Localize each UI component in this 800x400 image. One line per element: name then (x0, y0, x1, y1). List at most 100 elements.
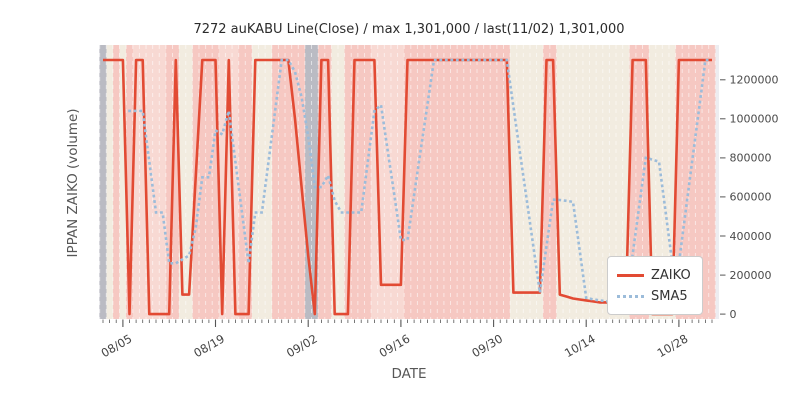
day-band (165, 45, 173, 319)
legend: ZAIKO SMA5 (607, 256, 703, 315)
day-band (576, 45, 583, 319)
y-tick-label: 0 (730, 308, 737, 321)
day-band (179, 45, 186, 319)
day-band (549, 45, 557, 319)
day-band (417, 45, 425, 319)
sma5-line (128, 58, 714, 305)
day-band (258, 45, 266, 319)
day-band (443, 45, 451, 319)
day-band (450, 45, 458, 319)
day-band (437, 45, 444, 319)
day-band (662, 45, 669, 319)
day-band (344, 45, 352, 319)
day-band (457, 45, 464, 319)
legend-label-zaiko: ZAIKO (651, 268, 691, 283)
day-band (516, 45, 524, 319)
day-band (503, 45, 511, 319)
day-band (397, 45, 405, 319)
day-band (112, 45, 120, 319)
x-tick-label: 08/05 (99, 331, 135, 360)
day-band (271, 45, 279, 319)
day-band (384, 45, 391, 319)
day-band (371, 45, 378, 319)
day-band (238, 45, 246, 319)
chart-title: 7272 auKABU Line(Close) / max 1,301,000 … (193, 22, 625, 37)
day-band (556, 45, 564, 319)
day-band (132, 45, 140, 319)
day-band (331, 45, 338, 319)
day-band (470, 45, 478, 319)
day-band (629, 45, 636, 319)
day-band (490, 45, 497, 319)
day-band (463, 45, 471, 319)
day-band (218, 45, 226, 319)
day-band (410, 45, 418, 319)
day-band (245, 45, 252, 319)
day-band (702, 45, 709, 319)
day-band (99, 45, 107, 319)
day-band (205, 45, 213, 319)
day-band (318, 45, 325, 319)
zaiko-line-swatch (617, 274, 644, 277)
day-band (688, 45, 696, 319)
day-band (589, 45, 597, 319)
day-band (477, 45, 484, 319)
x-tick-label: 09/30 (469, 331, 505, 360)
day-band (278, 45, 286, 319)
day-band (324, 45, 332, 319)
day-band (106, 45, 113, 319)
day-band (285, 45, 292, 319)
day-band (377, 45, 385, 319)
x-tick-label: 10/14 (562, 331, 598, 360)
day-band (708, 45, 716, 319)
x-tick-label: 10/28 (655, 331, 691, 360)
day-band (126, 45, 133, 319)
day-band (635, 45, 643, 319)
day-band (404, 45, 411, 319)
day-band (675, 45, 683, 319)
day-band (668, 45, 676, 319)
day-band (602, 45, 610, 319)
day-band (225, 45, 233, 319)
day-band (139, 45, 147, 319)
day-band (529, 45, 537, 319)
x-tick-label: 09/16 (377, 331, 413, 360)
day-band (430, 45, 438, 319)
legend-label-sma5: SMA5 (651, 289, 688, 304)
day-band (357, 45, 365, 319)
day-band (159, 45, 166, 319)
legend-item-zaiko: ZAIKO (617, 265, 693, 286)
day-band (212, 45, 219, 319)
day-band (119, 45, 127, 319)
day-band (649, 45, 656, 319)
day-band (655, 45, 663, 319)
y-tick-label: 1000000 (730, 113, 779, 126)
day-band (152, 45, 160, 319)
day-band (642, 45, 650, 319)
day-band (609, 45, 617, 319)
day-band (496, 45, 504, 319)
x-axis-label: DATE (391, 366, 427, 382)
day-band (536, 45, 544, 319)
day-band (364, 45, 372, 319)
sma5-line-swatch (617, 295, 644, 298)
y-axis-label: IPPAN ZAIKO (volume) (65, 108, 81, 258)
day-band (695, 45, 703, 319)
day-band (616, 45, 623, 319)
day-band (569, 45, 577, 319)
day-band (291, 45, 299, 319)
y-tick-label: 600000 (730, 191, 772, 204)
y-tick-label: 200000 (730, 269, 772, 282)
day-band (424, 45, 431, 319)
y-tick-label: 800000 (730, 152, 772, 165)
day-band (146, 45, 153, 319)
day-band (337, 45, 345, 319)
x-tick-label: 09/02 (284, 331, 320, 360)
day-band (596, 45, 603, 319)
day-band (251, 45, 259, 319)
day-band (304, 45, 312, 319)
day-band (232, 45, 239, 319)
day-band (543, 45, 550, 319)
